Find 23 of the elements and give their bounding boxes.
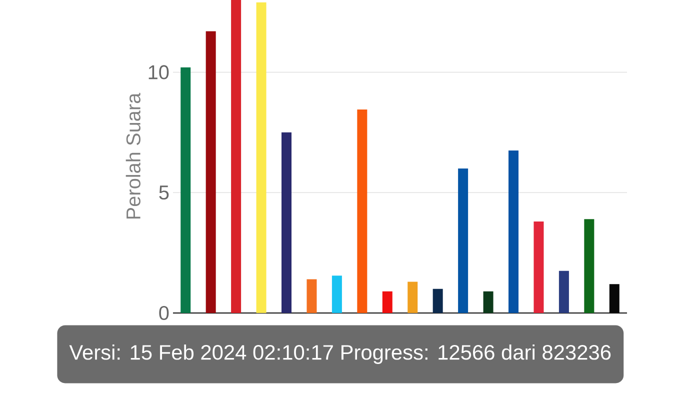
- bar: [282, 132, 292, 313]
- bar: [306, 279, 317, 313]
- y-tick-label: 10: [148, 65, 169, 80]
- y-tick-label: 0: [159, 306, 169, 320]
- bar: [206, 31, 216, 313]
- bar: [534, 222, 544, 313]
- bar: [609, 284, 620, 313]
- bar: [332, 276, 342, 313]
- text: Versi: 15 Feb 2024 02:10:17 Progress: 12566 dari 823236: [69, 344, 611, 364]
- bar: [357, 110, 368, 313]
- y-tick-label: 5: [159, 186, 169, 200]
- bar: [483, 291, 494, 313]
- bar: [508, 150, 519, 313]
- bar: [408, 282, 418, 313]
- bar: [458, 168, 468, 313]
- bar: [256, 2, 266, 313]
- y-axis-title: Perolah Suara: [126, 92, 140, 219]
- bar: [432, 288, 443, 313]
- bar: [382, 291, 392, 313]
- bar: [180, 67, 191, 313]
- bar: [231, 0, 242, 313]
- bar: [584, 219, 594, 313]
- bar: [558, 270, 569, 313]
